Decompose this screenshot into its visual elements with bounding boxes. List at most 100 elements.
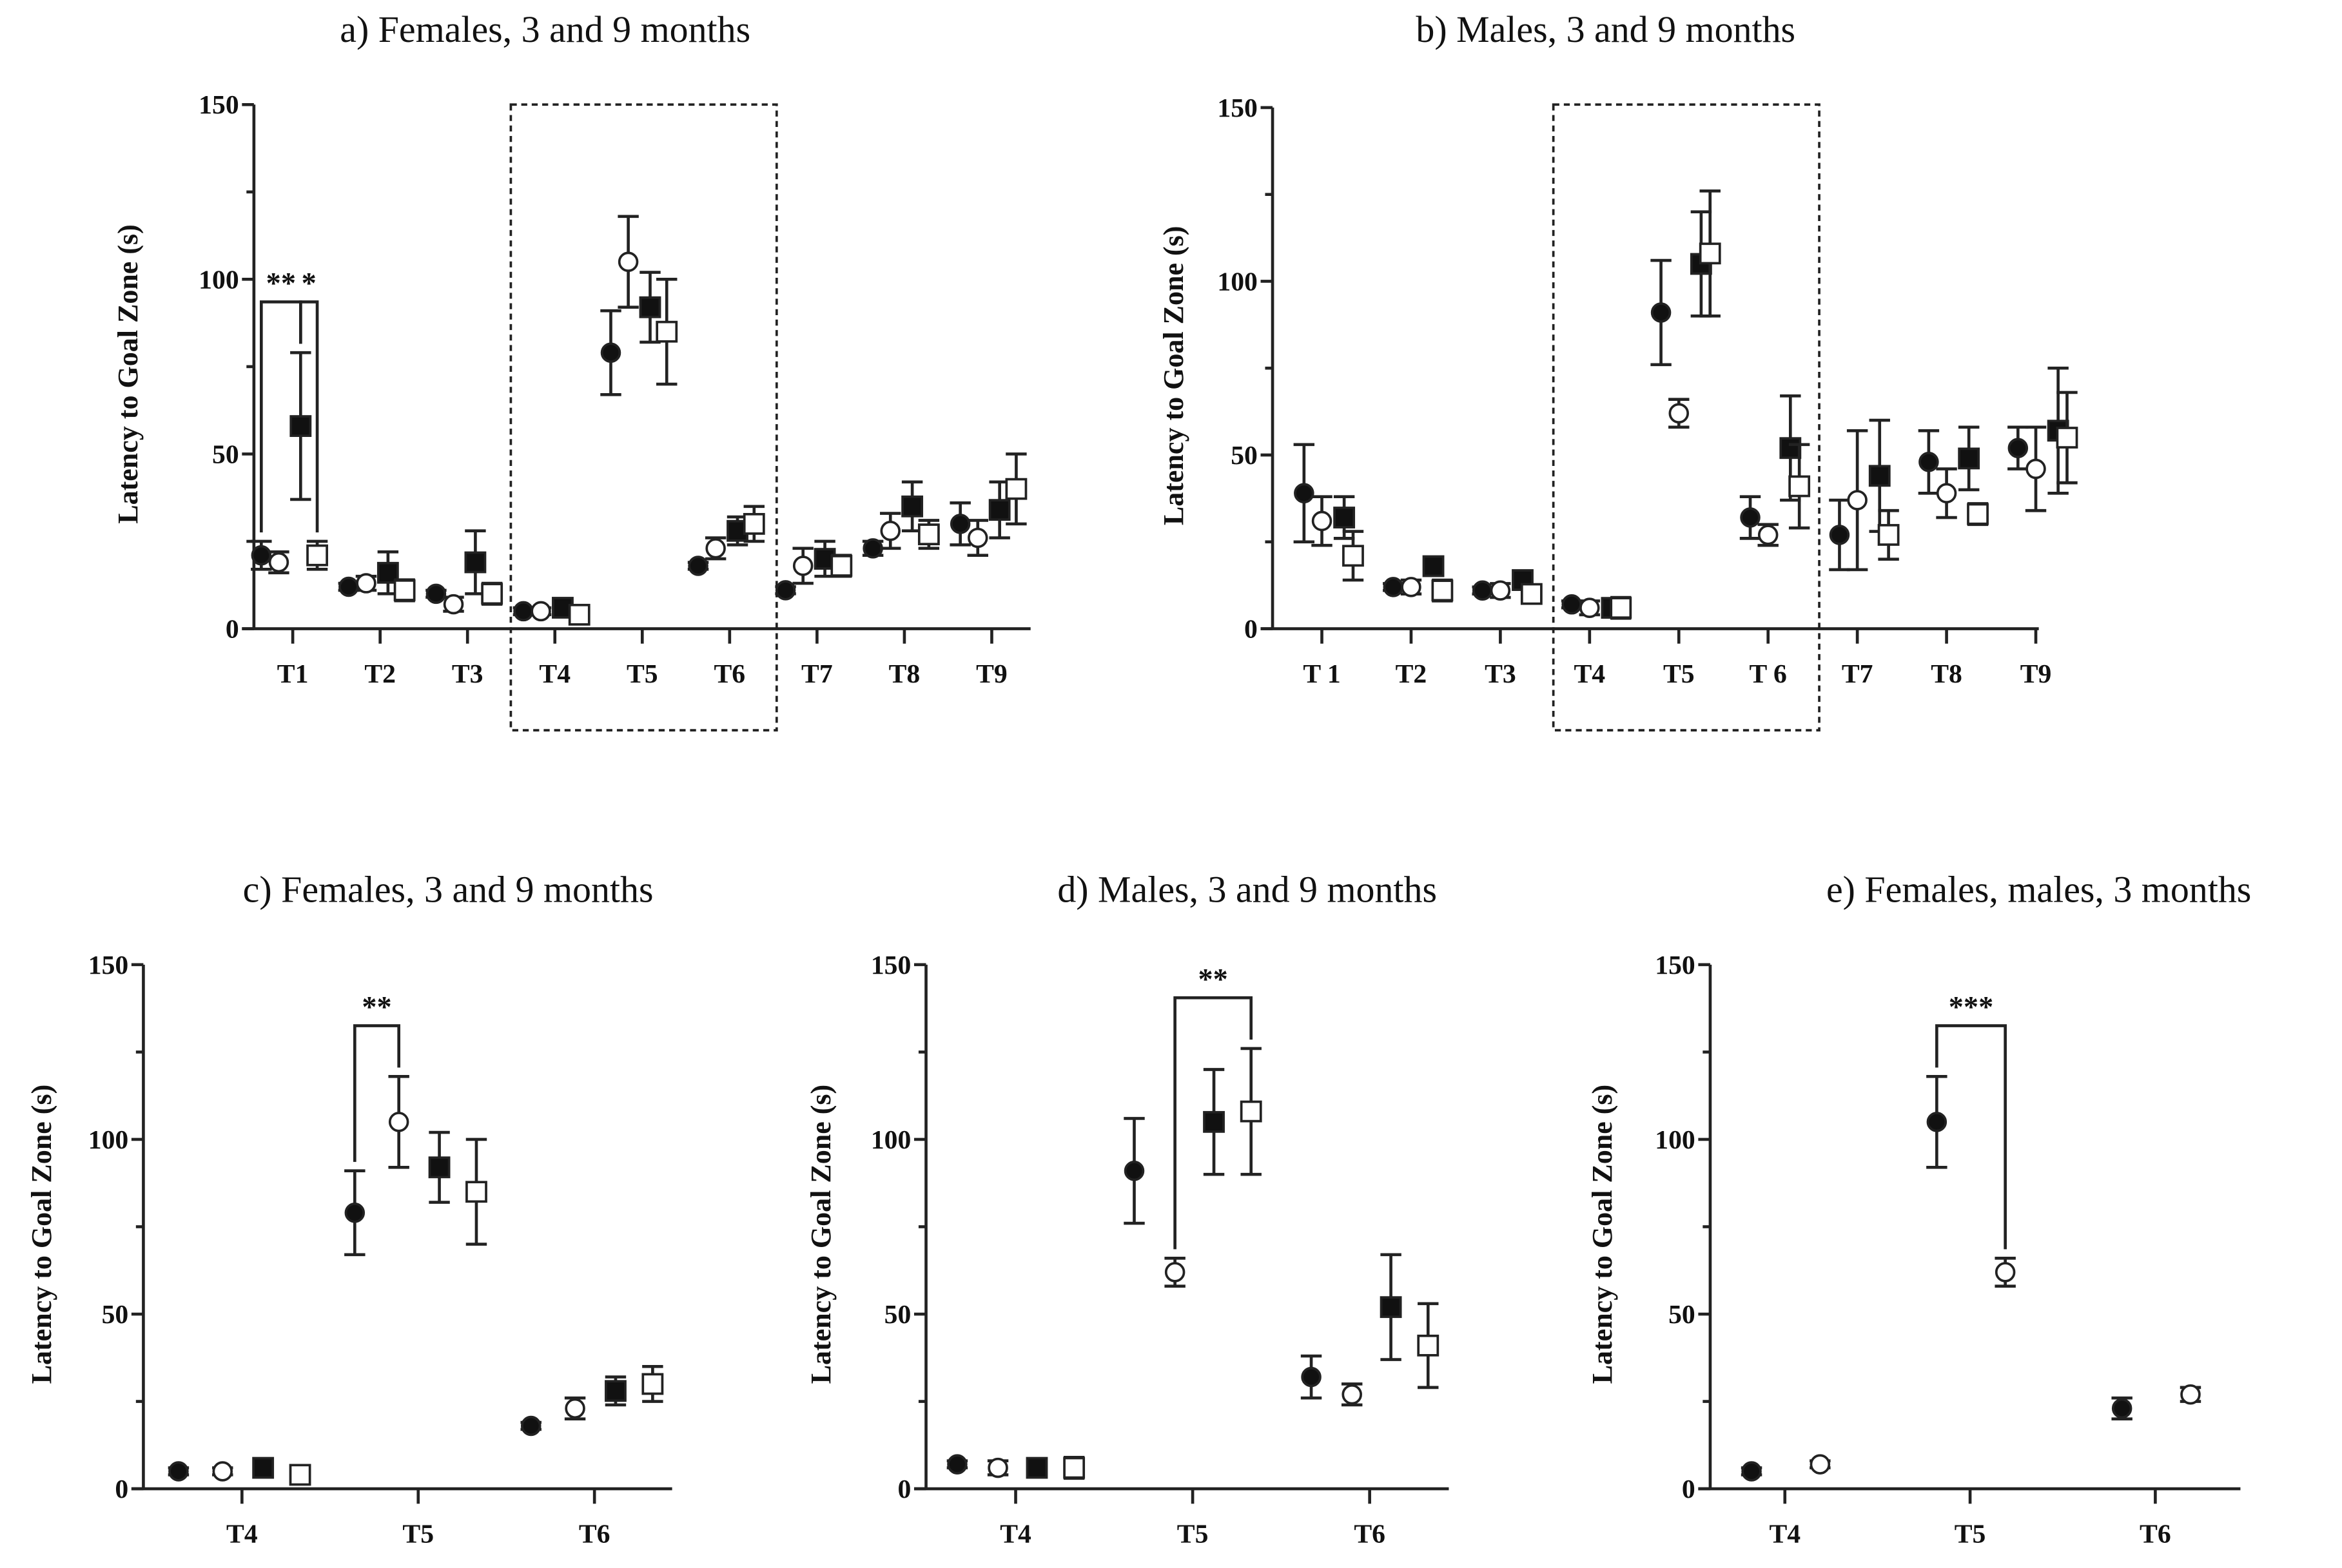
x-tick-label: T9	[976, 659, 1008, 689]
data-point	[1926, 1112, 1947, 1132]
data-point	[1063, 1457, 1086, 1479]
x-tick-label: T4	[539, 659, 571, 689]
data-point	[1847, 490, 1868, 510]
data-point	[1164, 1262, 1186, 1282]
data-point	[520, 1415, 542, 1437]
y-tick-label: 150	[199, 90, 239, 120]
chart-title: c) Females, 3 and 9 months	[243, 869, 654, 911]
y-axis-label: Latency to Goal Zone (s)	[26, 1085, 57, 1384]
data-point	[531, 601, 551, 622]
data-point	[252, 1457, 275, 1479]
data-point	[212, 1461, 233, 1482]
x-tick-label: T8	[1931, 659, 1962, 689]
y-tick-label: 150	[1217, 93, 1258, 123]
y-tick-label: 50	[102, 1300, 129, 1330]
data-point	[1401, 577, 1421, 597]
data-point	[428, 1156, 451, 1179]
data-point	[1005, 478, 1028, 500]
data-point	[356, 573, 376, 594]
x-tick-label: T5	[627, 659, 658, 689]
series-filled-square	[289, 271, 1011, 619]
data-point	[618, 251, 639, 273]
x-tick-label: T 6	[1750, 659, 1787, 689]
data-point	[1417, 1334, 1439, 1357]
data-point	[2007, 438, 2029, 458]
data-point	[1026, 1457, 1048, 1479]
data-point	[2025, 458, 2046, 479]
y-tick-label: 50	[1231, 441, 1258, 470]
x-tick-label: T5	[1663, 659, 1695, 689]
data-point	[425, 583, 447, 605]
x-tick-label: T4	[1574, 659, 1606, 689]
data-point	[1301, 1366, 1322, 1388]
x-tick-label: T6	[714, 659, 746, 689]
data-point	[251, 545, 272, 566]
data-point	[950, 514, 971, 534]
data-point	[605, 1380, 627, 1402]
series-filled-square	[1026, 1068, 1402, 1479]
data-point	[481, 583, 503, 605]
x-tick-label: T2	[1396, 659, 1427, 689]
x-tick-label: T5	[402, 1520, 434, 1549]
series-open-circle	[987, 1256, 1363, 1478]
data-point	[1699, 242, 1721, 265]
series-open-square	[289, 1137, 664, 1486]
data-point	[1472, 580, 1493, 601]
series-open-square	[1063, 1047, 1439, 1480]
panel-e: e) Females, males, 3 months Latency to Go…	[1586, 869, 2251, 1549]
data-point	[901, 495, 924, 518]
y-tick-label: 50	[1668, 1300, 1695, 1330]
data-point	[688, 556, 708, 576]
data-point	[465, 1181, 487, 1203]
x-tick-label: T6	[579, 1520, 610, 1549]
y-tick-label: 50	[884, 1300, 912, 1330]
significance-bracket	[353, 1024, 400, 1162]
data-point	[1757, 525, 1779, 545]
data-point	[1810, 1454, 1831, 1475]
significance-label: **	[1198, 963, 1228, 996]
data-point	[1779, 437, 1802, 460]
significance-label: *	[302, 267, 317, 300]
data-point	[947, 1454, 968, 1475]
x-tick-label: T7	[1842, 659, 1873, 689]
y-tick-label: 0	[226, 614, 239, 644]
data-point	[1995, 1262, 2016, 1282]
y-tick-label: 0	[1682, 1475, 1695, 1504]
data-point	[1342, 545, 1364, 567]
data-point	[1342, 1384, 1362, 1405]
data-point	[1240, 1100, 1262, 1123]
data-point	[917, 523, 940, 546]
data-point	[289, 415, 312, 437]
chart-title: d) Males, 3 and 9 months	[1057, 869, 1437, 911]
y-tick-label: 100	[1655, 1125, 1695, 1155]
data-point	[289, 1464, 311, 1486]
x-tick-label: T6	[1354, 1520, 1385, 1549]
data-point	[443, 594, 464, 615]
significance-label: **	[362, 991, 391, 1024]
data-point	[705, 538, 726, 559]
data-point	[988, 1457, 1008, 1478]
significance-label: ***	[1949, 991, 1993, 1024]
series-open-circle	[1810, 1256, 2201, 1475]
data-point	[1967, 503, 1989, 525]
data-point	[1610, 597, 1632, 619]
data-point	[1333, 507, 1356, 528]
data-point	[880, 520, 901, 541]
x-tick-label: T5	[1955, 1520, 1986, 1549]
data-point	[639, 296, 661, 318]
data-point	[1668, 403, 1690, 424]
data-point	[743, 512, 765, 535]
significance-bracket	[299, 300, 319, 533]
series-open-square	[306, 278, 1028, 626]
data-point	[168, 1461, 189, 1482]
chart-title: e) Females, males, 3 months	[1826, 869, 2251, 911]
y-tick-label: 50	[212, 440, 239, 469]
panel-c: c) Females, 3 and 9 months Latency to Goa…	[26, 869, 672, 1549]
data-point	[1311, 510, 1332, 532]
data-point	[1650, 302, 1672, 323]
y-axis-label: Latency to Goal Zone (s)	[1158, 226, 1189, 526]
data-point	[306, 544, 328, 566]
series-open-circle	[212, 1075, 586, 1482]
